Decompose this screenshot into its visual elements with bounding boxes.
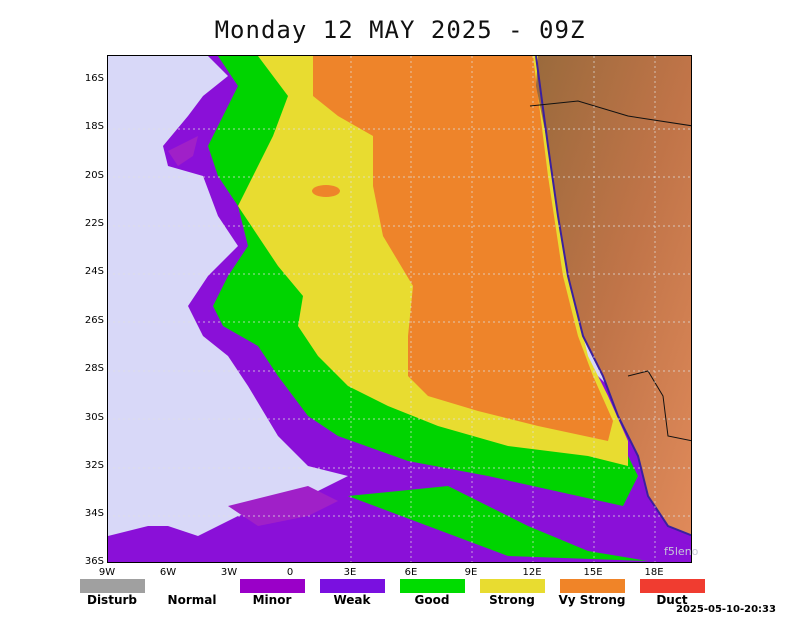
x-label-9e: 9E bbox=[464, 567, 478, 578]
y-label-16s: 16S bbox=[84, 73, 104, 84]
very-strong-island bbox=[312, 185, 340, 197]
legend-label-strong: Strong bbox=[489, 593, 535, 607]
x-label-6w: 6W bbox=[159, 567, 177, 578]
good-region-south bbox=[348, 486, 648, 561]
x-label-12e: 12E bbox=[522, 567, 542, 578]
legend-label-very-strong: Vy Strong bbox=[558, 593, 626, 607]
x-label-6e: 6E bbox=[404, 567, 418, 578]
legend-label-good: Good bbox=[414, 593, 450, 607]
legend-swatch-good bbox=[400, 579, 465, 593]
y-label-36s: 36S bbox=[84, 556, 104, 567]
x-label-9w: 9W bbox=[98, 567, 116, 578]
legend-label-minor: Minor bbox=[252, 593, 292, 607]
x-label-0: 0 bbox=[286, 567, 294, 578]
border-angola-namibia bbox=[529, 100, 691, 127]
map-title: Monday 12 MAY 2025 - 09Z bbox=[214, 16, 586, 44]
x-label-15e: 15E bbox=[583, 567, 603, 578]
y-label-26s: 26S bbox=[84, 315, 104, 326]
legend-label-normal: Normal bbox=[167, 593, 217, 607]
very-strong-region bbox=[313, 56, 613, 441]
legend-label-duct: Duct bbox=[656, 593, 688, 607]
y-label-22s: 22S bbox=[84, 218, 104, 229]
minor-region-south bbox=[228, 486, 338, 526]
legend-swatch-minor bbox=[240, 579, 305, 593]
x-label-3e: 3E bbox=[343, 567, 357, 578]
land-mass bbox=[536, 56, 691, 536]
y-label-18s: 18S bbox=[84, 121, 104, 132]
y-label-20s: 20S bbox=[84, 170, 104, 181]
legend-swatch-duct bbox=[640, 579, 705, 593]
legend-swatch-normal bbox=[160, 579, 225, 593]
generated-timestamp: 2025-05-10-20:33 bbox=[676, 604, 776, 615]
legend-label-weak: Weak bbox=[333, 593, 371, 607]
legend-label-disturb: Disturb bbox=[86, 593, 137, 607]
minor-region bbox=[168, 136, 198, 166]
propagation-map bbox=[108, 56, 691, 562]
x-label-3w: 3W bbox=[220, 567, 238, 578]
watermark-text: f5leno bbox=[664, 545, 699, 558]
y-label-24s: 24S bbox=[84, 266, 104, 277]
border-namibia-southafrica bbox=[627, 370, 691, 442]
y-label-28s: 28S bbox=[84, 363, 104, 374]
legend-swatch-weak bbox=[320, 579, 385, 593]
y-label-30s: 30S bbox=[84, 412, 104, 423]
map-area bbox=[107, 55, 692, 563]
y-label-34s: 34S bbox=[84, 508, 104, 519]
legend-swatch-disturb bbox=[80, 579, 145, 593]
y-label-32s: 32S bbox=[84, 460, 104, 471]
x-label-18e: 18E bbox=[644, 567, 664, 578]
legend-swatch-strong bbox=[480, 579, 545, 593]
legend-swatch-very-strong bbox=[560, 579, 625, 593]
